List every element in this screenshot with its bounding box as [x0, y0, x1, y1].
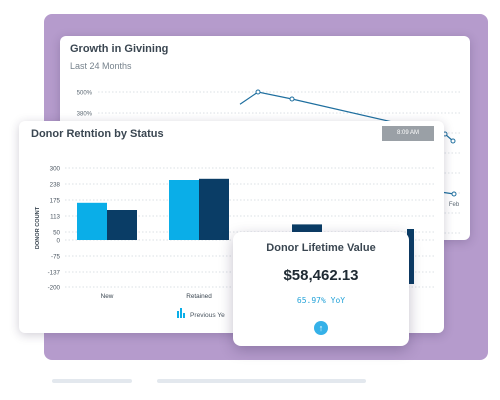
y-tick-label: 113	[50, 213, 60, 220]
bar	[407, 229, 414, 284]
y-tick-label: -75	[51, 253, 61, 260]
bar	[77, 202, 107, 240]
growth-card-subtitle: Last 24 Months	[70, 61, 132, 71]
growth-data-point	[255, 89, 261, 95]
legend-label: Previous Ye	[190, 312, 225, 319]
y-tick-label: 0	[57, 237, 61, 244]
growth-data-point	[451, 191, 457, 197]
bar	[107, 210, 137, 240]
lifetime-card: Donor Lifetime Value $58,462.13 65.97% Y…	[233, 232, 409, 346]
y-tick-label: -200	[48, 284, 61, 291]
placeholder-bar	[52, 379, 132, 383]
bar	[169, 180, 199, 240]
growth-data-point	[289, 96, 295, 102]
y-tick-label: 50	[53, 229, 60, 236]
y-tick-label: 500%	[77, 91, 93, 97]
x-tick-label: Retained	[186, 293, 212, 300]
y-tick-label: 380%	[77, 112, 93, 118]
arrow-up-icon[interactable]: ↑	[314, 321, 328, 335]
bar-chart-icon	[183, 313, 185, 318]
y-tick-label: 300	[50, 165, 61, 172]
lifetime-card-title: Donor Lifetime Value	[266, 242, 376, 254]
x-tick-label: Feb	[449, 202, 460, 208]
x-tick-label: New	[101, 293, 114, 300]
growth-card-title: Growth in Givining	[70, 43, 169, 55]
time-badge: 8:09 AM	[382, 126, 434, 141]
lifetime-value: $58,462.13	[283, 267, 359, 284]
bar	[199, 178, 229, 240]
y-tick-label: -137	[48, 269, 61, 276]
lifetime-yoy: 65.97% YoY	[296, 296, 346, 305]
placeholder-bar	[157, 379, 366, 383]
y-tick-label: 175	[50, 197, 61, 204]
growth-data-point	[450, 138, 456, 144]
retention-card-title: Donor Retntion by Status	[31, 128, 164, 140]
bar-chart-icon	[180, 308, 182, 318]
bar-chart-icon	[177, 311, 179, 318]
y-axis-label: DONOR COUNT	[35, 206, 41, 249]
retention-card: Donor Retntion by Status 8:09 AM 300 238 1…	[19, 121, 444, 333]
y-tick-label: 238	[50, 181, 61, 188]
